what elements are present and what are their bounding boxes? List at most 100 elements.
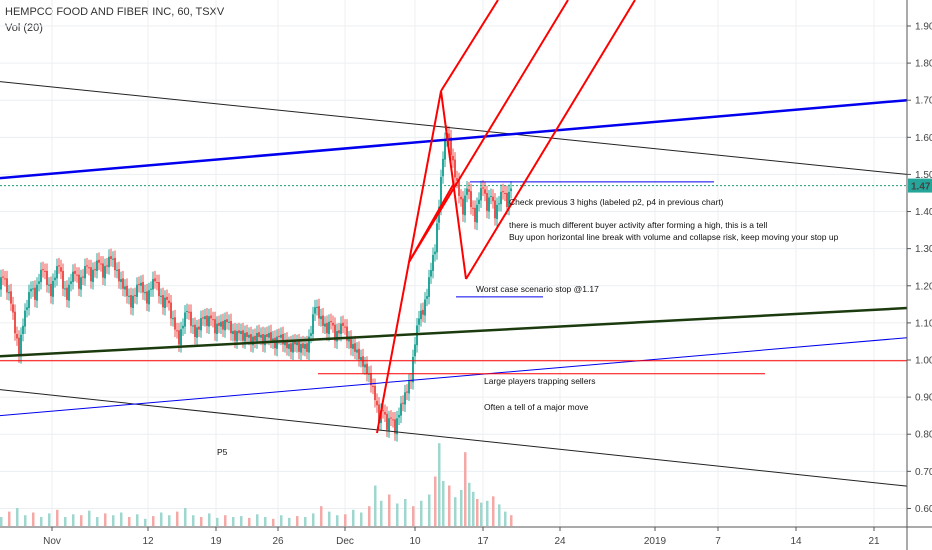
candle-body <box>92 269 94 283</box>
candle-body <box>290 343 292 352</box>
volume-bar <box>72 514 75 526</box>
candle-body <box>262 334 264 345</box>
candle-body <box>304 344 306 349</box>
candle-body <box>366 363 368 375</box>
candle-body <box>310 333 312 336</box>
candle-body <box>214 319 216 334</box>
candle-body <box>288 344 290 349</box>
candle-body <box>90 267 92 282</box>
volume-bar <box>442 481 445 526</box>
volume-bar <box>510 515 513 526</box>
candle-body <box>224 319 226 331</box>
candle-body <box>32 288 34 290</box>
volume-bar <box>272 518 275 526</box>
x-tick-label: 17 <box>477 536 489 547</box>
volume-bar <box>460 490 463 526</box>
volume-bar <box>420 500 423 526</box>
candle-body <box>238 330 240 334</box>
candle-body <box>424 299 426 316</box>
candle-body <box>352 344 354 349</box>
candle-body <box>264 334 266 346</box>
candle-body <box>152 279 154 290</box>
annotation-buy-rule: Buy upon horizontal line break with volu… <box>509 232 839 242</box>
candle-body <box>122 278 124 289</box>
candle-body <box>140 282 142 286</box>
candle-body <box>384 411 386 415</box>
candle-body <box>448 133 450 139</box>
candle-body <box>58 265 60 267</box>
candle-body <box>308 336 310 353</box>
candle-body <box>334 324 336 341</box>
x-tick-label: 24 <box>554 536 566 547</box>
annotation-p5: P5 <box>217 447 228 457</box>
volume-bar <box>144 518 147 526</box>
candle-body <box>370 372 372 386</box>
candle-body <box>402 402 404 404</box>
candle-body <box>510 188 512 192</box>
candle-body <box>484 189 486 194</box>
volume-bar <box>112 515 115 526</box>
candle-body <box>202 317 204 319</box>
candle-body <box>396 418 398 435</box>
candle-body <box>502 191 504 193</box>
candle-body <box>4 278 6 280</box>
candle-body <box>330 321 332 323</box>
candle-body <box>506 192 508 208</box>
candle-body <box>138 283 140 286</box>
volume-bar <box>472 491 475 526</box>
candle-body <box>22 325 24 335</box>
candle-body <box>244 332 246 342</box>
candle-body <box>458 179 460 196</box>
candle-body <box>346 326 348 341</box>
y-tick-label: 1.00 <box>915 355 932 366</box>
candle-body <box>318 306 320 319</box>
candle-body <box>56 266 58 279</box>
candle-body <box>358 348 360 360</box>
candle-body <box>280 334 282 338</box>
candle-body <box>306 343 308 352</box>
x-tick-label: 12 <box>142 536 154 547</box>
indicator-label: Vol (20) <box>5 22 43 34</box>
candle-body <box>460 196 462 200</box>
candle-body <box>174 317 176 330</box>
candle-body <box>112 258 114 260</box>
volume-bar <box>232 517 235 526</box>
x-tick-label: 26 <box>272 536 284 547</box>
candle-body <box>204 316 206 320</box>
candle-body <box>292 342 294 353</box>
candle-body <box>242 330 244 341</box>
candle-body <box>178 330 180 345</box>
candle-body <box>272 338 274 342</box>
candle-body <box>338 330 340 334</box>
volume-bar <box>80 515 83 526</box>
candle-body <box>462 198 464 215</box>
candle-body <box>398 414 400 418</box>
candle-body <box>452 155 454 161</box>
candle-body <box>72 271 74 283</box>
candle-body <box>282 334 284 345</box>
candle-body <box>96 260 98 271</box>
candle-body <box>180 329 182 346</box>
candle-body <box>106 265 108 267</box>
candle-body <box>474 207 476 222</box>
y-tick-label: 0.80 <box>915 430 932 441</box>
thin-blue-trendline <box>0 337 908 417</box>
candle-body <box>124 286 126 290</box>
candle-body <box>228 321 230 323</box>
candle-body <box>436 223 438 253</box>
volume-bar <box>168 515 171 526</box>
candle-body <box>136 284 138 297</box>
candle-body <box>208 316 210 327</box>
volume-bar <box>176 511 179 526</box>
candle-body <box>156 282 158 284</box>
annotation-check-highs: Check previous 3 highs (labeled p2, p4 i… <box>509 197 724 207</box>
volume-bar <box>438 443 441 526</box>
candle-body <box>194 324 196 337</box>
candle-body <box>478 199 480 205</box>
candle-body <box>170 302 172 319</box>
candle-body <box>312 314 314 335</box>
candle-body <box>38 281 40 284</box>
volume-bar <box>128 517 131 526</box>
